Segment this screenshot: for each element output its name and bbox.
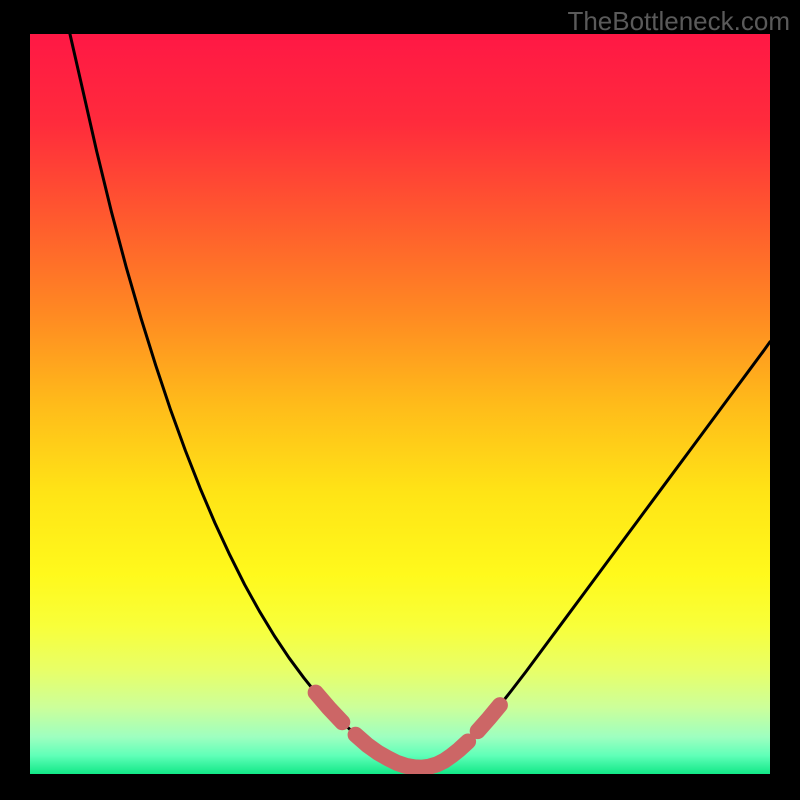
watermark-text: TheBottleneck.com <box>567 6 790 37</box>
bottleneck-chart <box>0 0 800 800</box>
chart-container: TheBottleneck.com <box>0 0 800 800</box>
plot-background <box>30 34 770 774</box>
